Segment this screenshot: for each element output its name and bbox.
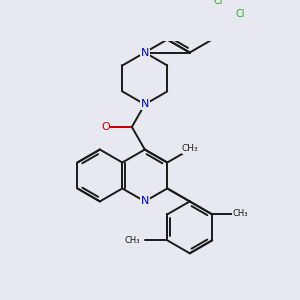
Text: O: O [101,122,110,132]
Text: CH₃: CH₃ [182,144,199,153]
Text: Cl: Cl [236,9,245,19]
Text: N: N [141,196,149,206]
Text: Cl: Cl [214,0,223,6]
Text: CH₃: CH₃ [232,208,248,217]
Text: CH₃: CH₃ [124,236,140,245]
Text: N: N [141,99,149,110]
Text: N: N [141,47,149,58]
